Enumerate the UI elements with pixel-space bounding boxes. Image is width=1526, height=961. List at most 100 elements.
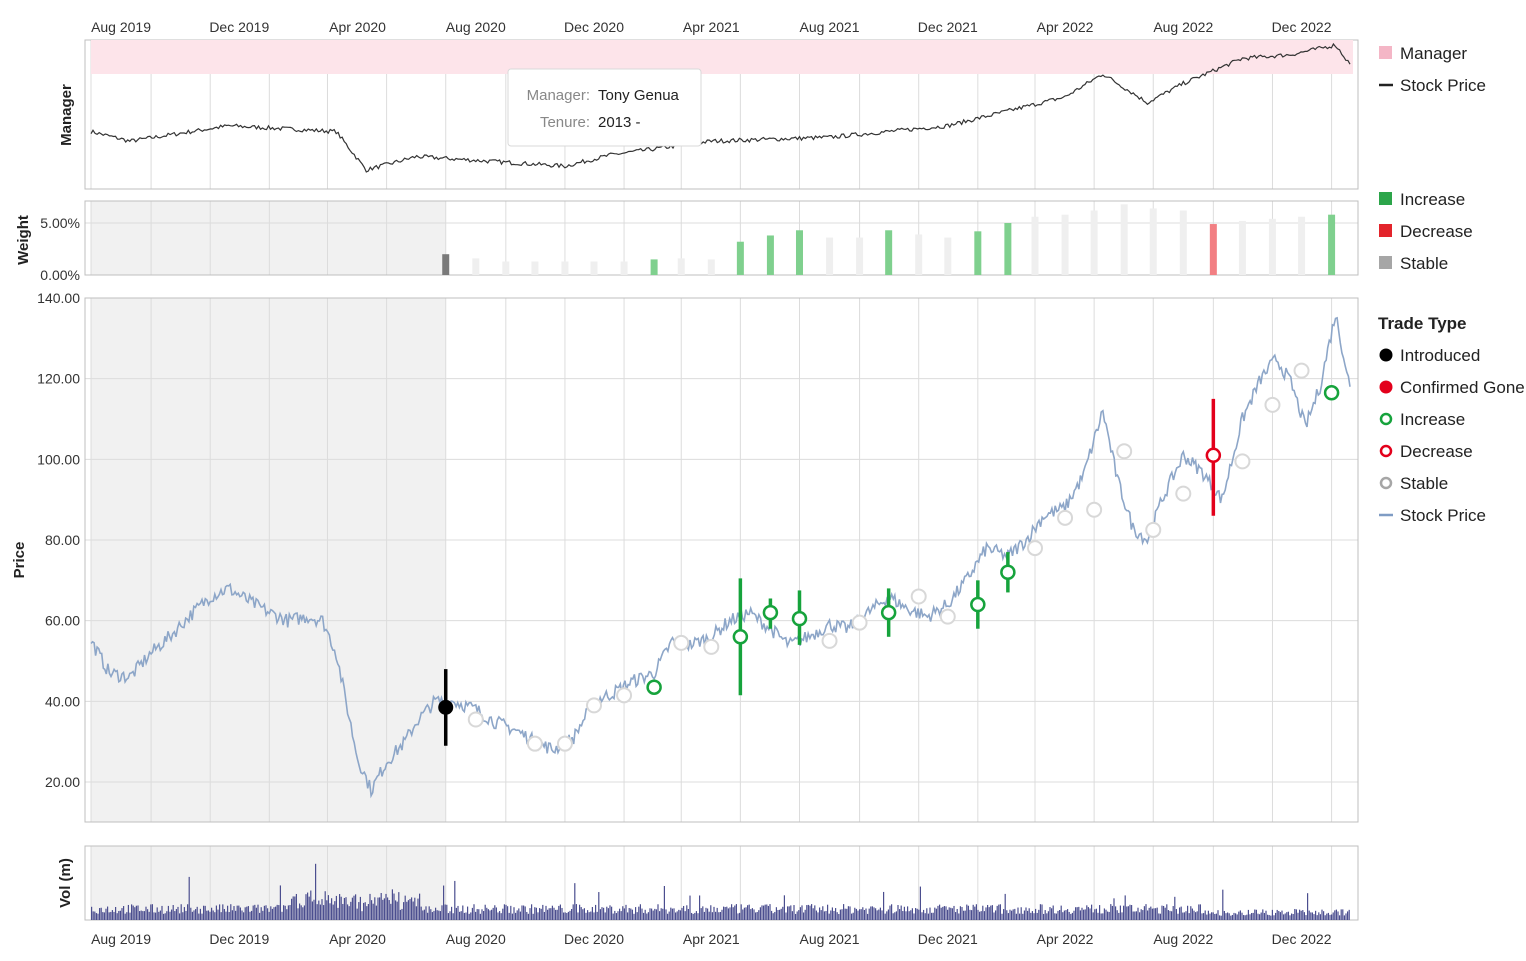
trade-marker-decrease[interactable] [1205,447,1222,464]
legend-item-stock-price[interactable]: Stock Price [1379,76,1486,95]
volume-bar [129,912,131,920]
trade-marker-stable[interactable] [467,711,484,728]
trade-marker-increase[interactable] [646,679,662,695]
weight-bar[interactable] [1268,218,1276,275]
trade-marker-increase[interactable] [970,596,986,613]
trade-marker-stable[interactable] [586,697,603,714]
trade-marker-stable[interactable] [1027,540,1044,557]
weight-bar[interactable] [650,259,658,275]
trade-marker-increase[interactable] [732,629,749,645]
weight-bar[interactable] [502,261,510,275]
trade-marker-stable[interactable] [673,634,690,651]
trade-marker-increase[interactable] [791,610,808,627]
trade-marker-increase[interactable] [880,604,897,621]
trade-marker-stable[interactable] [526,735,543,752]
volume-bar [495,907,497,920]
trade-marker-increase[interactable] [1323,385,1340,401]
volume-bar [683,905,685,920]
weight-bar[interactable] [1209,224,1217,275]
trade-marker-stable[interactable] [1175,485,1192,502]
volume-bar [150,904,152,920]
weight-bar[interactable] [1149,208,1157,275]
weight-bar[interactable] [620,261,628,275]
legend-item-increase[interactable]: Increase [1379,190,1465,209]
legend-item-manager[interactable]: Manager [1379,44,1467,63]
legend-item-stable[interactable]: Stable [1379,474,1448,493]
trade-marker-stable[interactable] [1145,521,1162,538]
weight-bar[interactable] [826,237,834,275]
weight-bar[interactable] [1120,204,1128,275]
legend-item-introduced[interactable]: Introduced [1379,346,1481,365]
volume-bar [1217,910,1219,920]
volume-bar [198,913,200,920]
trade-marker-introduced[interactable] [438,699,454,715]
weight-bar[interactable] [442,254,450,275]
volume-bar [1270,915,1272,920]
trade-marker-stable[interactable] [1234,453,1251,470]
volume-bar [716,907,718,920]
volume-bar [1057,910,1059,920]
volume-bar [636,912,638,920]
trade-marker-stable[interactable] [616,687,633,704]
volume-bar [359,896,361,920]
trade-marker-stable[interactable] [703,638,720,655]
weight-bar[interactable] [561,261,569,275]
weight-bar[interactable] [1090,210,1098,275]
trade-marker-stable[interactable] [1264,396,1281,413]
legend-item-confirmed-gone[interactable]: Confirmed Gone [1379,378,1525,397]
x-tick-label-top: Apr 2021 [683,19,740,35]
manager-tenure-band[interactable] [91,40,1353,74]
trade-marker-stable[interactable] [821,632,838,649]
weight-bar[interactable] [795,230,803,275]
volume-bar [1081,907,1083,920]
weight-bar[interactable] [766,235,774,275]
weight-bar[interactable] [1238,220,1246,275]
weight-bar[interactable] [944,237,952,275]
volume-bar [878,909,880,920]
trade-marker-stable[interactable] [910,588,927,605]
weight-bar[interactable] [915,234,923,275]
weight-bar[interactable] [1298,216,1306,275]
legend-item-decrease[interactable]: Decrease [1379,442,1473,461]
legend-item-stable[interactable]: Stable [1379,254,1448,273]
volume-bar [1187,905,1189,920]
weight-bar[interactable] [1004,223,1012,275]
x-tick-label-top: Aug 2022 [1153,19,1213,35]
weight-bar[interactable] [472,258,480,275]
weight-bar[interactable] [1179,210,1187,275]
volume-bar [1027,910,1029,920]
volume-bar [567,911,569,920]
trade-marker-stable[interactable] [1293,362,1310,379]
trade-marker-stable[interactable] [939,608,956,625]
trade-marker-stable[interactable] [1057,509,1074,526]
volume-bar [1267,914,1269,920]
volume-bar [1307,893,1309,920]
weight-bar[interactable] [531,261,539,275]
weight-bar[interactable] [1061,214,1069,275]
weight-bar[interactable] [677,258,685,275]
weight-bar[interactable] [736,241,744,275]
weight-bar[interactable] [590,261,598,275]
volume-bar [708,911,710,920]
weight-bar[interactable] [856,237,864,275]
volume-bar [899,909,901,920]
trade-marker-stable[interactable] [556,735,573,752]
weight-bar[interactable] [885,230,893,275]
volume-bar [391,889,393,920]
legend-item-stock-price[interactable]: Stock Price [1379,506,1486,525]
trade-marker-increase[interactable] [762,604,779,621]
legend-item-increase[interactable]: Increase [1379,410,1465,429]
weight-bar[interactable] [974,231,982,275]
volume-bar [286,909,288,920]
manager-axis-label: Manager [58,84,75,146]
volume-bar [1223,910,1225,920]
trade-marker-stable[interactable] [1086,501,1103,518]
volume-bar [895,911,897,920]
weight-bar[interactable] [1328,214,1336,275]
legend-item-decrease[interactable]: Decrease [1379,222,1473,241]
trade-marker-stable[interactable] [1116,443,1133,460]
trade-marker-stable[interactable] [851,614,868,631]
weight-bar[interactable] [707,259,715,275]
weight-bar[interactable] [1031,216,1039,275]
trade-marker-increase[interactable] [1000,564,1016,581]
